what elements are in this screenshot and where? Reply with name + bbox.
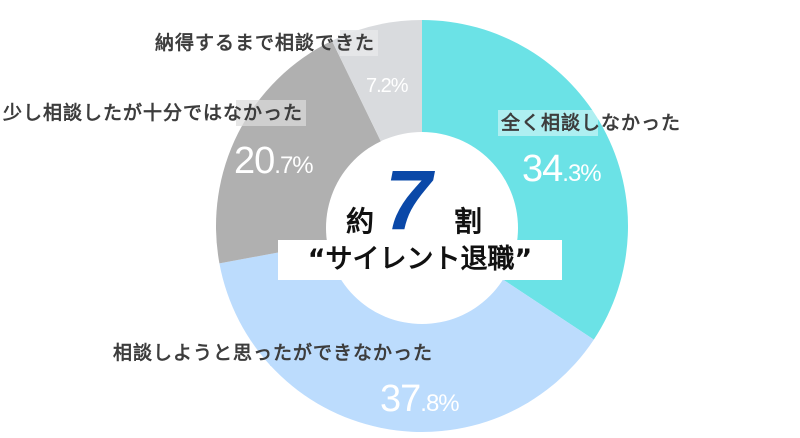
pct-not-consulted: 34.3% [522,148,602,190]
center-subtitle: “サイレント退職” [278,240,562,280]
label-wanted-but-couldnt: 相談しようと思ったができなかった [110,340,437,366]
label-fully-consulted: 納得するまで相談できた [152,30,379,56]
label-consulted-insufficient: 少し相談したが十分ではなかった [0,100,307,126]
center-prefix: 約 [346,205,375,238]
center-suffix: 割 [454,205,483,238]
center-headline: 約 7 割 [330,158,514,242]
center-number: 7 [385,153,432,247]
pct-wanted-but-couldnt: 37.8% [380,378,460,420]
pct-fully-consulted: 7.2% [366,75,409,97]
label-not-consulted: 全く相談しなかった [498,110,685,136]
pct-consulted-insufficient: 20.7% [234,140,314,182]
